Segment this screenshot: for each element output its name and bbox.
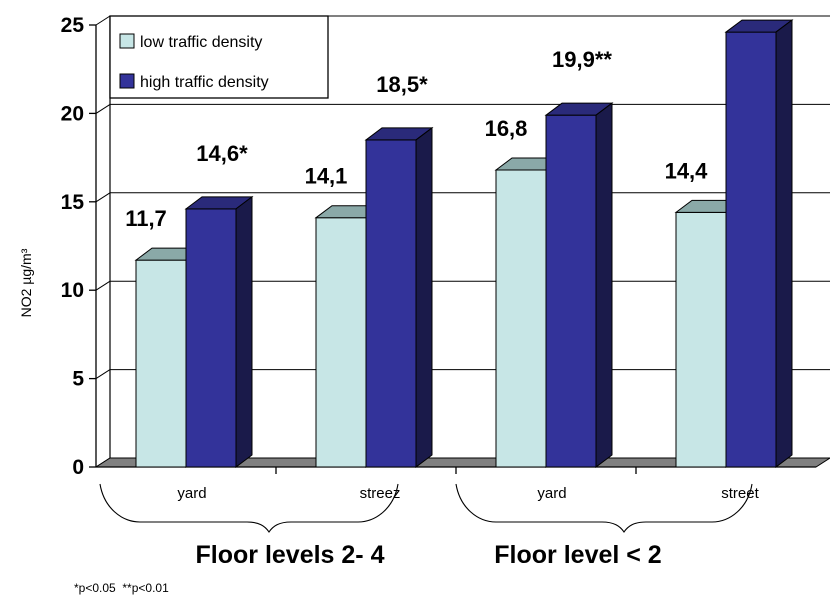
x-tick-label: street — [721, 485, 759, 502]
data-label: 16,8 — [485, 116, 528, 141]
bar-side — [235, 195, 253, 468]
legend-label: low traffic density — [140, 34, 262, 51]
bar — [185, 208, 237, 468]
y-tick-label: 5 — [72, 368, 84, 391]
gridline-side — [95, 280, 111, 291]
bar — [725, 31, 777, 468]
gridline-side — [95, 369, 111, 380]
bar-side — [415, 126, 433, 468]
bar — [365, 139, 417, 468]
bar — [675, 211, 727, 468]
data-label: 11,7 — [125, 206, 167, 231]
x-tick-label: yard — [177, 485, 206, 502]
legend-swatch — [119, 73, 135, 89]
bar — [315, 217, 367, 468]
y-tick-label: 25 — [61, 14, 85, 37]
data-label: 18,5* — [376, 72, 428, 97]
y-tick-label: 15 — [61, 191, 85, 214]
bar — [135, 259, 187, 468]
group-labels: Floor levels 2- 4 Floor level < 2 — [196, 541, 662, 569]
y-axis-label: NO2 µg/m³ — [18, 248, 34, 317]
group-brace — [455, 483, 753, 533]
data-label: 19,9** — [552, 47, 612, 72]
group-label: Floor levels 2- 4 — [196, 541, 385, 569]
legend-label: high traffic density — [140, 74, 269, 91]
legend: low traffic density high traffic density — [109, 15, 329, 99]
group-braces — [99, 483, 753, 533]
bar-side — [775, 19, 793, 468]
gridline-side — [95, 192, 111, 203]
gridline-side — [95, 15, 111, 26]
y-tick-label: 10 — [61, 279, 84, 302]
legend-swatch — [119, 33, 135, 49]
bar — [545, 114, 597, 468]
x-tick-label: yard — [537, 485, 566, 502]
x-tick-label: streez — [360, 485, 401, 502]
legend-box — [109, 15, 329, 99]
x-axis-labels: yard streez yard street — [177, 485, 759, 502]
value-labels: 11,714,6*14,118,5*16,819,9**14,424,6* — [125, 47, 709, 231]
group-brace — [99, 483, 399, 533]
y-tick-label: 20 — [61, 102, 84, 125]
y-tick-label: 0 — [72, 456, 84, 479]
data-label: 14,1 — [305, 164, 348, 189]
bar-side — [595, 102, 613, 468]
bar — [495, 169, 547, 468]
data-label: 14,4 — [665, 158, 709, 183]
footnote: *p<0.05 **p<0.01 — [74, 581, 169, 595]
bars — [134, 19, 794, 468]
gridline-side — [95, 103, 111, 114]
data-label: 14,6* — [196, 141, 248, 166]
group-label: Floor level < 2 — [494, 541, 661, 569]
